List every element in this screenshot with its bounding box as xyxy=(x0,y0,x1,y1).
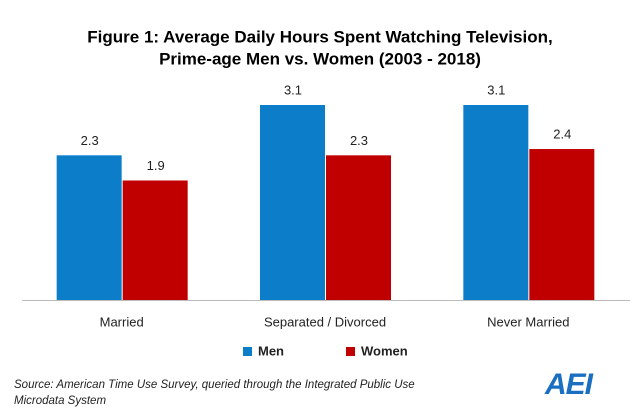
chart-title: Figure 1: Average Daily Hours Spent Watc… xyxy=(87,27,552,46)
legend-swatch xyxy=(243,347,252,356)
source: Source: American Time Use Survey, querie… xyxy=(14,379,415,391)
x-tick-label: Married xyxy=(100,314,144,329)
bar xyxy=(260,105,325,300)
bar xyxy=(529,149,595,300)
chart-title: Prime-age Men vs. Women (2003 - 2018) xyxy=(159,49,481,68)
bar xyxy=(463,105,529,300)
source: Microdata System xyxy=(14,395,106,407)
legend-label: Men xyxy=(258,343,284,358)
logo: AEI xyxy=(544,368,594,401)
data-label: 2.4 xyxy=(553,126,571,141)
x-tick-label: Never Married xyxy=(487,314,569,329)
bar xyxy=(326,155,391,300)
data-label: 2.3 xyxy=(81,133,99,148)
data-label: 3.1 xyxy=(487,82,505,97)
bar xyxy=(56,155,122,300)
bar xyxy=(122,180,188,300)
x-tick-label: Separated / Divorced xyxy=(264,314,386,329)
data-label: 1.9 xyxy=(147,158,165,173)
legend-swatch xyxy=(346,347,355,356)
data-label: 3.1 xyxy=(284,82,302,97)
data-label: 2.3 xyxy=(350,133,368,148)
legend-label: Women xyxy=(361,343,408,358)
